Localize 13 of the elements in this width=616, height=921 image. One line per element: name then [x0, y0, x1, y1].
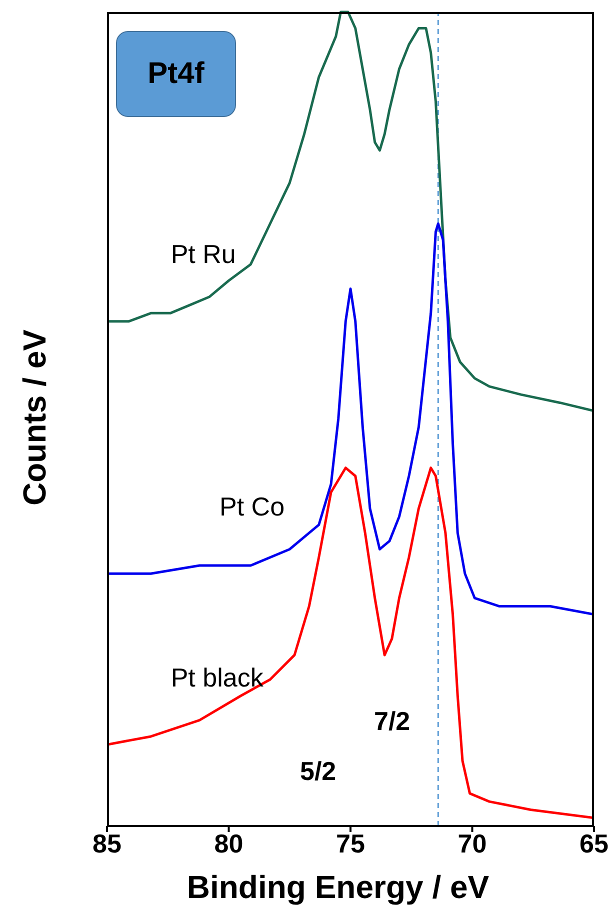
series-label: Pt Ru	[170, 239, 236, 270]
annotation: 7/2	[374, 706, 410, 737]
text: Pt4f	[116, 31, 236, 117]
series-label: Pt black	[170, 662, 264, 692]
y-axis-title: Counts / eV	[16, 328, 54, 506]
series-label: Pt Co	[220, 492, 285, 522]
x-tick-label: 85	[92, 828, 122, 858]
x-tick-label: 65	[580, 828, 608, 858]
x-tick-label: 80	[214, 828, 244, 858]
x-axis-title: Binding Energy / eV	[186, 869, 490, 906]
x-tick-label: 75	[336, 828, 365, 858]
x-tick-label: 70	[458, 828, 487, 858]
annotation: 5/2	[300, 756, 336, 787]
